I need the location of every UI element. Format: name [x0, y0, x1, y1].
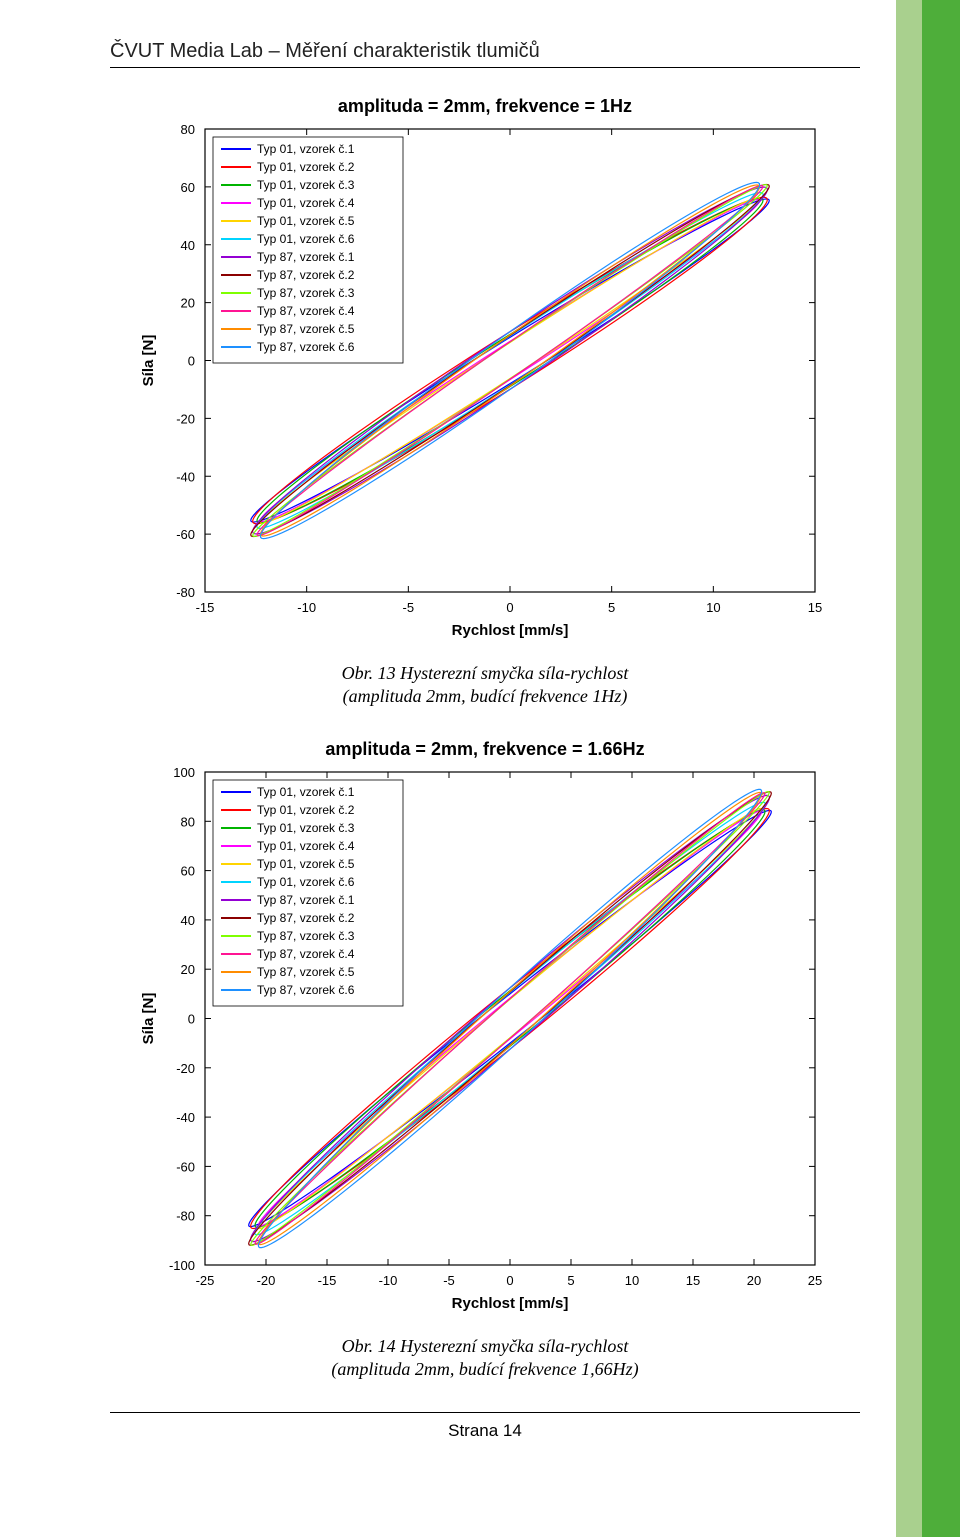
svg-text:0: 0 [506, 600, 513, 615]
svg-text:Typ 87, vzorek č.4: Typ 87, vzorek č.4 [257, 947, 355, 961]
svg-text:60: 60 [181, 863, 195, 878]
svg-text:Rychlost [mm/s]: Rychlost [mm/s] [452, 622, 569, 639]
svg-text:10: 10 [706, 600, 720, 615]
svg-text:Typ 87, vzorek č.2: Typ 87, vzorek č.2 [257, 268, 355, 282]
svg-text:-25: -25 [196, 1273, 215, 1288]
svg-text:-80: -80 [176, 1208, 195, 1223]
svg-text:80: 80 [181, 122, 195, 137]
svg-text:40: 40 [181, 913, 195, 928]
svg-text:Typ 01, vzorek č.5: Typ 01, vzorek č.5 [257, 857, 355, 871]
chart-2-title: amplituda = 2mm, frekvence = 1.66Hz [135, 739, 835, 760]
svg-text:20: 20 [181, 962, 195, 977]
svg-text:0: 0 [188, 1011, 195, 1026]
svg-text:Typ 87, vzorek č.6: Typ 87, vzorek č.6 [257, 340, 355, 354]
svg-text:10: 10 [625, 1273, 639, 1288]
svg-text:Typ 87, vzorek č.3: Typ 87, vzorek č.3 [257, 286, 355, 300]
svg-text:-20: -20 [176, 411, 195, 426]
svg-text:Typ 01, vzorek č.1: Typ 01, vzorek č.1 [257, 785, 355, 799]
sidebar-inner [896, 0, 922, 1537]
svg-text:Typ 87, vzorek č.6: Typ 87, vzorek č.6 [257, 983, 355, 997]
chart-2: amplituda = 2mm, frekvence = 1.66Hz -25-… [135, 739, 835, 1325]
svg-text:Typ 87, vzorek č.3: Typ 87, vzorek č.3 [257, 929, 355, 943]
chart-1-svg: -15 -10 -5 0 5 10 15 -80 -60 -40 -20 0 20 40 60 80 Rychl… [135, 117, 835, 647]
svg-text:Typ 01, vzorek č.2: Typ 01, vzorek č.2 [257, 803, 355, 817]
svg-text:Síla [N]: Síla [N] [140, 992, 157, 1044]
page: ČVUT Media Lab – Měření charakteristik t… [0, 0, 960, 1537]
svg-text:20: 20 [747, 1273, 761, 1288]
svg-text:Typ 01, vzorek č.5: Typ 01, vzorek č.5 [257, 214, 355, 228]
svg-text:-15: -15 [196, 600, 215, 615]
svg-text:-10: -10 [379, 1273, 398, 1288]
svg-text:80: 80 [181, 814, 195, 829]
svg-text:20: 20 [181, 296, 195, 311]
caption-line-1: Obr. 13 Hysterezní smyčka síla-rychlost(… [342, 663, 629, 706]
chart-1: amplituda = 2mm, frekvence = 1Hz -15-10-… [135, 96, 835, 652]
svg-text:0: 0 [188, 354, 195, 369]
svg-text:Typ 01, vzorek č.3: Typ 01, vzorek č.3 [257, 178, 355, 192]
svg-text:-60: -60 [176, 527, 195, 542]
svg-text:-5: -5 [443, 1273, 455, 1288]
svg-text:5: 5 [567, 1273, 574, 1288]
footer: Strana 14 [110, 1412, 860, 1441]
footer-text: Strana 14 [448, 1421, 522, 1440]
svg-text:-100: -100 [169, 1258, 195, 1273]
caption-line-2: Obr. 14 Hysterezní smyčka síla-rychlost(… [331, 1336, 638, 1379]
svg-text:Typ 87, vzorek č.5: Typ 87, vzorek č.5 [257, 965, 355, 979]
svg-text:Typ 87, vzorek č.4: Typ 87, vzorek č.4 [257, 304, 355, 318]
chart-2-svg: -25 -20 -15 -10 -5 0 5 10 15 20 25 -100 -80 -60 -40 -20… [135, 760, 835, 1320]
svg-text:Typ 01, vzorek č.4: Typ 01, vzorek č.4 [257, 839, 355, 853]
svg-text:25: 25 [808, 1273, 822, 1288]
chart-1-title: amplituda = 2mm, frekvence = 1Hz [135, 96, 835, 117]
svg-text:-15: -15 [318, 1273, 337, 1288]
svg-text:Síla [N]: Síla [N] [140, 335, 157, 387]
header-title: ČVUT Media Lab – Měření charakteristik t… [110, 40, 540, 62]
svg-text:Typ 01, vzorek č.6: Typ 01, vzorek č.6 [257, 875, 355, 889]
svg-text:-20: -20 [257, 1273, 276, 1288]
svg-text:Rychlost [mm/s]: Rychlost [mm/s] [452, 1295, 569, 1312]
sidebar-outer [922, 0, 960, 1537]
svg-text:Typ 01, vzorek č.3: Typ 01, vzorek č.3 [257, 821, 355, 835]
svg-text:40: 40 [181, 238, 195, 253]
svg-text:-10: -10 [297, 600, 316, 615]
svg-text:Typ 87, vzorek č.1: Typ 87, vzorek č.1 [257, 893, 355, 907]
svg-text:Typ 01, vzorek č.2: Typ 01, vzorek č.2 [257, 160, 355, 174]
header: ČVUT Media Lab – Měření charakteristik t… [110, 40, 860, 68]
svg-text:15: 15 [686, 1273, 700, 1288]
svg-text:15: 15 [808, 600, 822, 615]
svg-text:-60: -60 [176, 1159, 195, 1174]
svg-text:-80: -80 [176, 585, 195, 600]
chart-1-caption: Obr. 13 Hysterezní smyčka síla-rychlost(… [110, 662, 860, 709]
svg-text:5: 5 [608, 600, 615, 615]
svg-text:-40: -40 [176, 469, 195, 484]
svg-text:Typ 01, vzorek č.1: Typ 01, vzorek č.1 [257, 142, 355, 156]
svg-text:-40: -40 [176, 1110, 195, 1125]
svg-text:Typ 87, vzorek č.1: Typ 87, vzorek č.1 [257, 250, 355, 264]
chart-2-caption: Obr. 14 Hysterezní smyčka síla-rychlost(… [110, 1335, 860, 1382]
svg-text:-20: -20 [176, 1061, 195, 1076]
svg-text:100: 100 [173, 765, 195, 780]
svg-text:Typ 87, vzorek č.5: Typ 87, vzorek č.5 [257, 322, 355, 336]
svg-text:Typ 01, vzorek č.4: Typ 01, vzorek č.4 [257, 196, 355, 210]
svg-text:60: 60 [181, 180, 195, 195]
svg-text:Typ 01, vzorek č.6: Typ 01, vzorek č.6 [257, 232, 355, 246]
svg-text:0: 0 [506, 1273, 513, 1288]
svg-text:Typ 87, vzorek č.2: Typ 87, vzorek č.2 [257, 911, 355, 925]
svg-text:-5: -5 [403, 600, 415, 615]
